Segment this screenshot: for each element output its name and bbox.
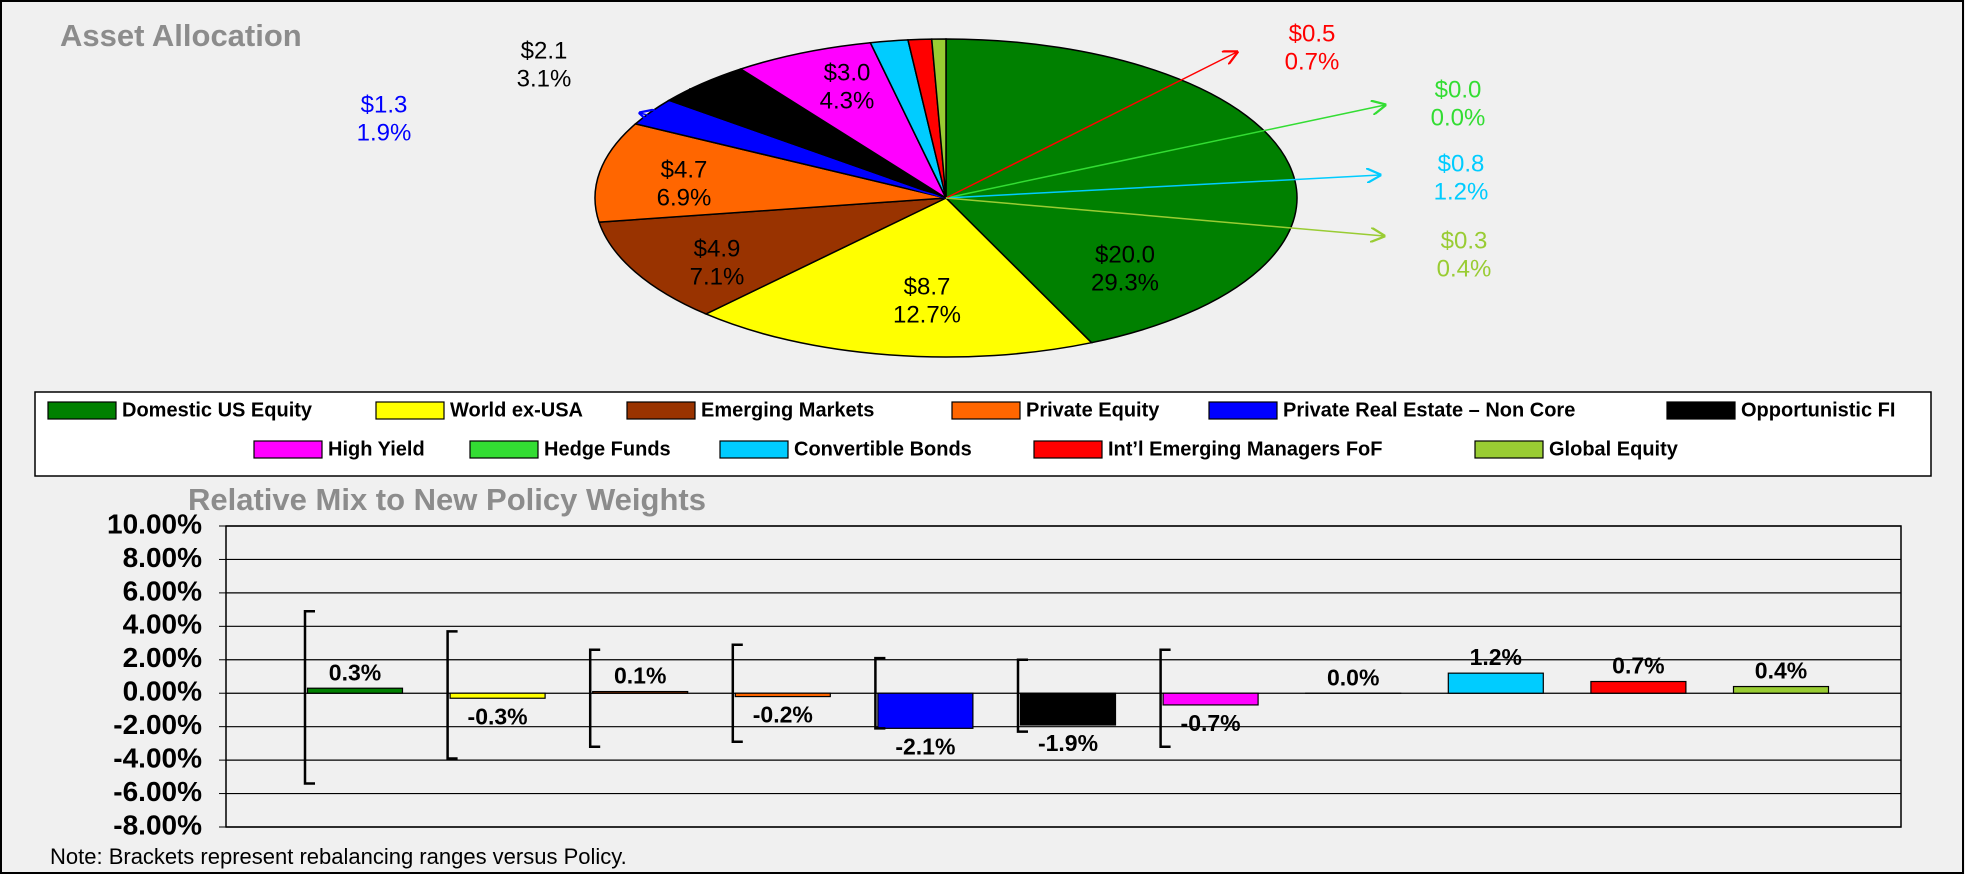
label-arrow — [945, 175, 1380, 199]
y-tick-label: 10.00% — [107, 508, 202, 539]
legend-swatch — [469, 440, 539, 459]
pie-slice — [594, 123, 947, 223]
rebalancing-bracket — [1016, 658, 1028, 733]
legend-label: High Yield — [328, 438, 425, 460]
slice-value-label: $4.7 — [661, 156, 708, 183]
bar-value-label: 0.7% — [1612, 653, 1664, 679]
bar — [1590, 680, 1687, 694]
slice-share-label: 7.1% — [690, 263, 745, 290]
rebalancing-bracket — [588, 648, 601, 748]
legend-swatch — [1666, 401, 1736, 420]
note: Note: Brackets represent rebalancing ran… — [50, 844, 627, 869]
slice-share-label: 29.3% — [1091, 269, 1159, 296]
bar — [1019, 692, 1117, 726]
slice-share-label: 0.7% — [1285, 48, 1340, 75]
legend-swatch — [375, 401, 445, 420]
bar-value-label: -1.9% — [1038, 730, 1098, 756]
rebalancing-bracket — [874, 656, 886, 730]
legend-label: Emerging Markets — [701, 399, 874, 421]
bar-value-label: -2.1% — [895, 733, 955, 759]
slice-value-label: $0.3 — [1441, 227, 1488, 254]
pie-slice — [704, 197, 1094, 358]
y-tick-label: 4.00% — [123, 609, 202, 640]
slice-value-label: $8.7 — [904, 273, 951, 300]
slice-value-label: $20.0 — [1095, 241, 1155, 268]
bar — [877, 692, 974, 729]
legend-label: Opportunistic FI — [1741, 399, 1895, 421]
slice-share-label: 3.1% — [517, 65, 572, 92]
bar — [734, 692, 831, 698]
legend-label: Domestic US Equity — [122, 399, 313, 421]
legend-swatch — [1474, 440, 1544, 459]
bar-value-label: 1.2% — [1470, 644, 1522, 670]
rebalancing-bracket — [446, 630, 458, 760]
y-tick-label: 8.00% — [123, 542, 202, 573]
bar-value-label: 0.0% — [1327, 664, 1379, 690]
bar-value-label: 0.1% — [614, 663, 666, 689]
pie-slice — [930, 38, 947, 199]
pie-slice — [945, 38, 1298, 344]
bar — [1447, 672, 1544, 694]
slice-share-label: 4.3% — [820, 87, 875, 114]
legend-label: Int’l Emerging Managers FoF — [1108, 438, 1382, 460]
legend-swatch — [1033, 440, 1103, 459]
legend-label: World ex-USA — [450, 399, 583, 421]
slice-value-label: $1.3 — [361, 91, 408, 118]
pie-slice — [739, 41, 948, 201]
legend-label: Private Equity — [1026, 399, 1160, 421]
label-arrow — [945, 52, 1237, 199]
rebalancing-bracket — [1159, 648, 1171, 748]
bar — [592, 690, 689, 694]
slice-value-label: $4.9 — [694, 235, 741, 262]
bar-value-label: 0.3% — [329, 659, 381, 685]
legend-label: Convertible Bonds — [794, 438, 972, 460]
bar-title: Relative Mix to New Policy Weights — [188, 482, 706, 517]
label-arrow — [640, 113, 947, 199]
rebalancing-bracket — [731, 643, 743, 743]
bar-value-label: -0.7% — [1181, 710, 1241, 736]
legend-label: Hedge Funds — [544, 438, 671, 460]
slice-value-label: $0.0 — [1435, 76, 1482, 103]
bar — [1162, 692, 1259, 706]
y-tick-label: -4.00% — [113, 743, 202, 774]
legend-swatch — [253, 440, 323, 459]
legend-label: Private Real Estate – Non Core — [1283, 399, 1575, 421]
bar-value-label: -0.3% — [468, 703, 528, 729]
y-tick-label: -8.00% — [113, 809, 202, 840]
legend-swatch — [47, 401, 117, 420]
label-arrow — [945, 197, 1384, 236]
slice-share-label: 12.7% — [893, 301, 961, 328]
slice-share-label: 0.4% — [1437, 255, 1492, 282]
label-arrow — [945, 105, 1385, 199]
y-tick-label: -2.00% — [113, 709, 202, 740]
bar — [306, 687, 404, 694]
bar — [1732, 685, 1830, 694]
slice-share-label: 0.0% — [1431, 104, 1486, 131]
legend-swatch — [951, 401, 1021, 420]
legend-label: Global Equity — [1549, 438, 1679, 460]
slice-value-label: $0.8 — [1438, 150, 1485, 177]
y-tick-label: 0.00% — [123, 676, 202, 707]
slice-value-label: $3.0 — [824, 59, 871, 86]
bar — [449, 692, 546, 699]
slice-share-label: 6.9% — [657, 184, 712, 211]
bar-value-label: -0.2% — [753, 702, 813, 728]
slice-value-label: $0.5 — [1289, 20, 1336, 47]
bar-value-label: 0.4% — [1755, 658, 1807, 684]
pie-slice — [598, 197, 947, 315]
legend-swatch — [1208, 401, 1278, 420]
legend-swatch — [626, 401, 696, 420]
legend-swatch — [719, 440, 789, 459]
y-tick-label: 2.00% — [123, 642, 202, 673]
y-tick-label: 6.00% — [123, 575, 202, 606]
slice-share-label: 1.2% — [1434, 178, 1489, 205]
slice-value-label: $2.1 — [521, 37, 568, 64]
y-tick-label: -6.00% — [113, 776, 202, 807]
label-arrow — [690, 90, 947, 199]
rebalancing-bracket — [303, 610, 315, 785]
slice-share-label: 1.9% — [357, 119, 412, 146]
pie-title: Asset Allocation — [60, 18, 302, 53]
